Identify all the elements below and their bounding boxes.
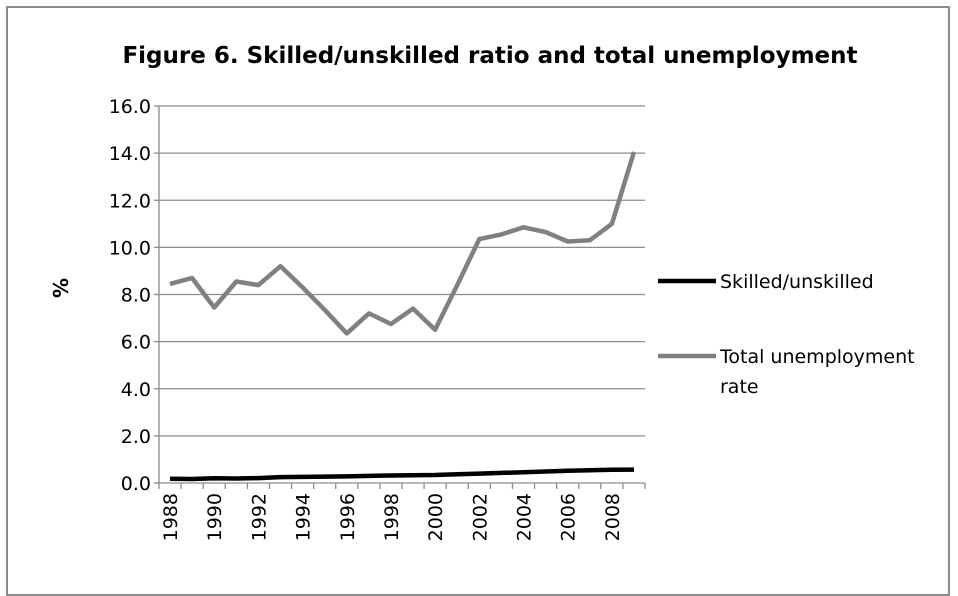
x-tick-label: 2000 xyxy=(425,493,447,541)
legend-entry-1: Skilled/unskilled xyxy=(658,271,874,293)
series-line-2 xyxy=(169,151,637,336)
y-tick-label: 2.0 xyxy=(121,426,151,448)
x-tick-label: 1994 xyxy=(293,493,315,541)
x-tick-label: 2006 xyxy=(558,493,580,541)
y-tick-labels: 0.0 2.0 4.0 6.0 8.0 10.0 12.0 14.0 16.0 xyxy=(109,96,151,495)
series-lines xyxy=(169,151,637,482)
x-tick-label: 1996 xyxy=(337,493,359,541)
legend: Skilled/unskilled Total unemployment rate xyxy=(658,271,915,398)
axes xyxy=(154,105,646,489)
x-tick-label: 1998 xyxy=(381,493,403,541)
line-chart: Figure 6. Skilled/unskilled ratio and to… xyxy=(49,43,915,541)
x-tick-label: 1988 xyxy=(160,493,182,541)
x-tick-label: 2004 xyxy=(514,493,536,541)
x-tick-label: 2008 xyxy=(602,493,624,541)
x-tick-label: 1992 xyxy=(248,493,270,541)
y-tick-label: 8.0 xyxy=(121,285,151,307)
y-tick-label: 4.0 xyxy=(121,379,151,401)
x-tick-labels: 1988 1990 1992 1994 1996 1998 2000 2002 2004 2006… xyxy=(160,493,624,541)
y-tick-label: 14.0 xyxy=(109,143,151,165)
series-line-1 xyxy=(169,467,635,482)
legend-label: Skilled/unskilled xyxy=(720,271,874,293)
chart-title: Figure 6. Skilled/unskilled ratio and to… xyxy=(122,43,857,69)
legend-label: Total unemployment xyxy=(719,346,915,368)
x-tick-label: 2002 xyxy=(469,493,491,541)
y-tick-label: 16.0 xyxy=(109,96,151,118)
y-tick-label: 6.0 xyxy=(121,332,151,354)
gridlines xyxy=(159,105,645,437)
legend-label: rate xyxy=(720,376,759,398)
y-tick-label: 0.0 xyxy=(121,473,151,495)
y-tick-label: 12.0 xyxy=(109,190,151,212)
y-axis-label: % xyxy=(49,278,73,298)
chart-container: Figure 6. Skilled/unskilled ratio and to… xyxy=(6,6,950,596)
x-tick-label: 1990 xyxy=(204,493,226,541)
y-tick-label: 10.0 xyxy=(109,237,151,259)
legend-entry-2: Total unemployment rate xyxy=(658,346,915,398)
